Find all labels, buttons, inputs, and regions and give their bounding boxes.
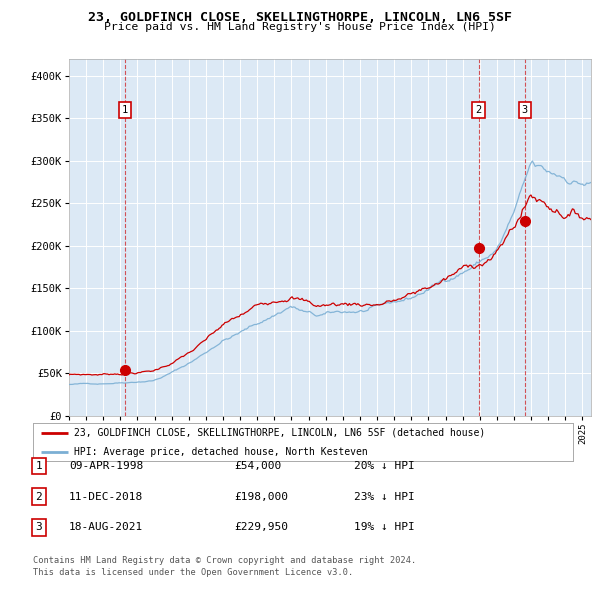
Text: 3: 3: [35, 523, 43, 532]
Text: Contains HM Land Registry data © Crown copyright and database right 2024.: Contains HM Land Registry data © Crown c…: [33, 556, 416, 565]
Text: 1: 1: [122, 105, 128, 115]
Text: This data is licensed under the Open Government Licence v3.0.: This data is licensed under the Open Gov…: [33, 568, 353, 576]
Text: 18-AUG-2021: 18-AUG-2021: [69, 523, 143, 532]
Text: 09-APR-1998: 09-APR-1998: [69, 461, 143, 471]
Text: 2: 2: [35, 492, 43, 502]
Text: 1: 1: [35, 461, 43, 471]
Text: £198,000: £198,000: [234, 492, 288, 502]
Text: 11-DEC-2018: 11-DEC-2018: [69, 492, 143, 502]
Text: 23, GOLDFINCH CLOSE, SKELLINGTHORPE, LINCOLN, LN6 5SF (detached house): 23, GOLDFINCH CLOSE, SKELLINGTHORPE, LIN…: [74, 428, 485, 438]
Text: HPI: Average price, detached house, North Kesteven: HPI: Average price, detached house, Nort…: [74, 447, 367, 457]
Text: Price paid vs. HM Land Registry's House Price Index (HPI): Price paid vs. HM Land Registry's House …: [104, 22, 496, 32]
Text: 23, GOLDFINCH CLOSE, SKELLINGTHORPE, LINCOLN, LN6 5SF: 23, GOLDFINCH CLOSE, SKELLINGTHORPE, LIN…: [88, 11, 512, 24]
Text: 2: 2: [476, 105, 482, 115]
Text: 20% ↓ HPI: 20% ↓ HPI: [354, 461, 415, 471]
Text: 23% ↓ HPI: 23% ↓ HPI: [354, 492, 415, 502]
Text: £54,000: £54,000: [234, 461, 281, 471]
Text: £229,950: £229,950: [234, 523, 288, 532]
Text: 19% ↓ HPI: 19% ↓ HPI: [354, 523, 415, 532]
Text: 3: 3: [521, 105, 528, 115]
